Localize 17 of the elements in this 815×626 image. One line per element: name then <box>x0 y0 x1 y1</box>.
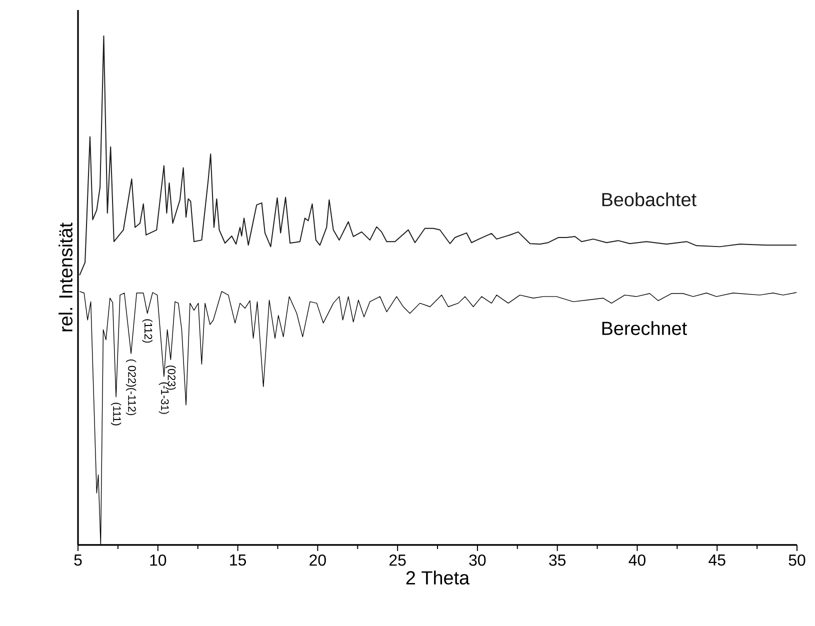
y-axis-title: rel. Intensität <box>58 222 72 332</box>
x-tick-label: 25 <box>389 554 406 566</box>
x-tick-label: 30 <box>469 554 486 566</box>
series-label: Beobachtet <box>602 192 696 206</box>
x-tick-label: 45 <box>708 554 726 566</box>
x-tick-label: 35 <box>549 554 566 566</box>
series-label: Berechnet <box>602 321 687 336</box>
x-tick-label: 5 <box>74 554 82 566</box>
x-tick-label: 10 <box>150 554 166 566</box>
x-tick-label: 50 <box>788 554 806 566</box>
x-tick-label: 20 <box>310 554 326 566</box>
annotation: (112) <box>142 319 152 343</box>
x-tick-label: 15 <box>230 554 246 566</box>
annotation: ( 022)(-112) <box>126 359 136 416</box>
x-axis-title: 2 Theta <box>406 570 470 585</box>
annotation: (111) <box>110 402 122 426</box>
x-tick-label: 40 <box>628 554 646 566</box>
